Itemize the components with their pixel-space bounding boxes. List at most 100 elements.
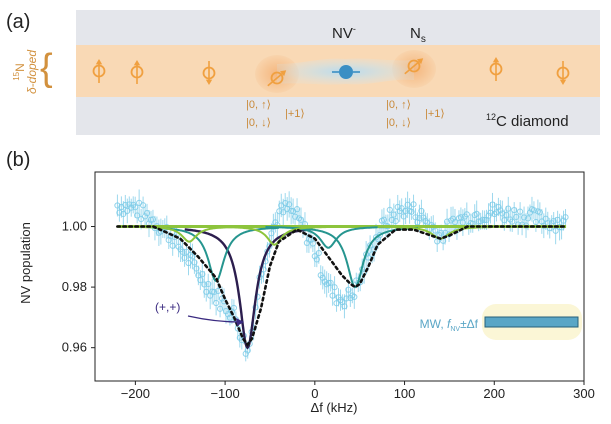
legend-mw-bar <box>484 316 579 328</box>
data-point <box>438 229 445 236</box>
data-point <box>280 209 287 216</box>
x-tick-label: 300 <box>573 386 595 401</box>
data-point <box>126 201 133 208</box>
data-point <box>345 286 352 293</box>
data-point <box>124 207 131 215</box>
data-point <box>463 211 470 218</box>
data-point <box>311 253 318 260</box>
data-point <box>392 218 399 225</box>
chart: −200 −100 0 100 200 300 0.96 0.98 1.00 <box>62 171 595 401</box>
spin-group <box>92 57 570 87</box>
data-point <box>191 259 198 266</box>
data-point <box>487 209 494 216</box>
state-left-1: |0, ↑⟩ <box>246 99 271 111</box>
data-point <box>201 281 208 288</box>
data-point <box>134 212 141 219</box>
data-point <box>331 284 338 291</box>
data-point <box>532 218 540 226</box>
data-point <box>451 218 459 226</box>
state-labels-left: |0, ↑⟩ |0, ↓⟩ |+1⟩ <box>246 99 305 129</box>
data-point <box>376 231 384 239</box>
data-point <box>404 201 411 208</box>
layer-isotope: 15 <box>12 71 21 80</box>
data-point <box>503 211 510 218</box>
data-point <box>505 205 512 212</box>
spin-ring <box>270 71 284 85</box>
data-point <box>552 227 559 234</box>
data-point <box>402 207 409 215</box>
spin-arrow-shaft <box>404 59 422 75</box>
spin-1-icon <box>92 59 106 83</box>
data-point <box>509 218 516 225</box>
layer-brace-icon: { <box>40 47 53 89</box>
data-point <box>327 279 334 286</box>
fit-component <box>184 228 311 350</box>
state-right-1: |0, ↑⟩ <box>386 99 411 111</box>
data-point <box>497 207 504 214</box>
data-point <box>193 265 200 272</box>
data-point <box>351 293 358 301</box>
data-point <box>309 240 316 247</box>
data-point <box>481 216 488 224</box>
data-point <box>181 254 188 261</box>
data-point <box>400 213 407 220</box>
diamond-label: 12C diamond <box>486 112 569 130</box>
data-point <box>495 203 502 211</box>
data-point <box>139 202 147 209</box>
data-point <box>333 300 340 307</box>
layer-element: N <box>13 63 27 72</box>
data-point <box>222 307 230 315</box>
data-point <box>416 215 423 222</box>
data-point <box>511 206 518 214</box>
data-point <box>282 200 289 207</box>
data-point <box>550 217 557 225</box>
data-point <box>554 216 561 223</box>
data-point <box>211 288 218 296</box>
fit-total-line <box>116 225 568 347</box>
data-point <box>517 208 524 215</box>
nv-label: NV- <box>332 24 356 42</box>
data-point <box>143 209 151 217</box>
plot-frame <box>94 171 585 382</box>
y-tick-label: 1.00 <box>62 219 87 234</box>
data-point <box>268 230 275 237</box>
data-point <box>562 214 569 221</box>
data-point <box>116 209 123 216</box>
data-point <box>189 253 196 260</box>
data-point <box>524 215 532 222</box>
data-point <box>489 201 496 208</box>
spin-arrowhead <box>279 70 287 77</box>
layer-doped: δ-doped <box>25 50 39 94</box>
data-point <box>388 216 395 224</box>
data-point <box>457 214 464 221</box>
spin-7-icon <box>556 61 570 85</box>
annotation-arrow-icon <box>187 315 241 323</box>
data-point <box>122 201 129 209</box>
x-tick-label: 200 <box>483 386 505 401</box>
data-point <box>226 314 234 321</box>
svg-text:15N: 15N <box>12 63 27 81</box>
layer-label: 15N δ-doped <box>12 50 39 94</box>
data-point <box>410 201 417 208</box>
data-point <box>297 216 305 223</box>
data-point <box>185 259 192 267</box>
data-point <box>418 207 425 215</box>
data-point <box>386 206 393 213</box>
data-point <box>366 242 374 249</box>
data-point <box>169 242 176 249</box>
panel-a-label: (a) <box>6 11 30 33</box>
data-point <box>329 292 336 299</box>
data-point <box>420 214 427 221</box>
data-point <box>141 213 149 220</box>
y-tick-label: 0.98 <box>62 279 87 294</box>
data-point <box>205 280 212 288</box>
data-point <box>291 213 299 220</box>
spin-4-icon <box>267 70 287 87</box>
data-point <box>343 295 350 302</box>
x-axis-label: Δf (kHz) <box>311 400 358 415</box>
spin-arrowhead <box>492 57 500 63</box>
data-point <box>286 201 293 208</box>
state-right-2: |0, ↓⟩ <box>386 117 411 129</box>
